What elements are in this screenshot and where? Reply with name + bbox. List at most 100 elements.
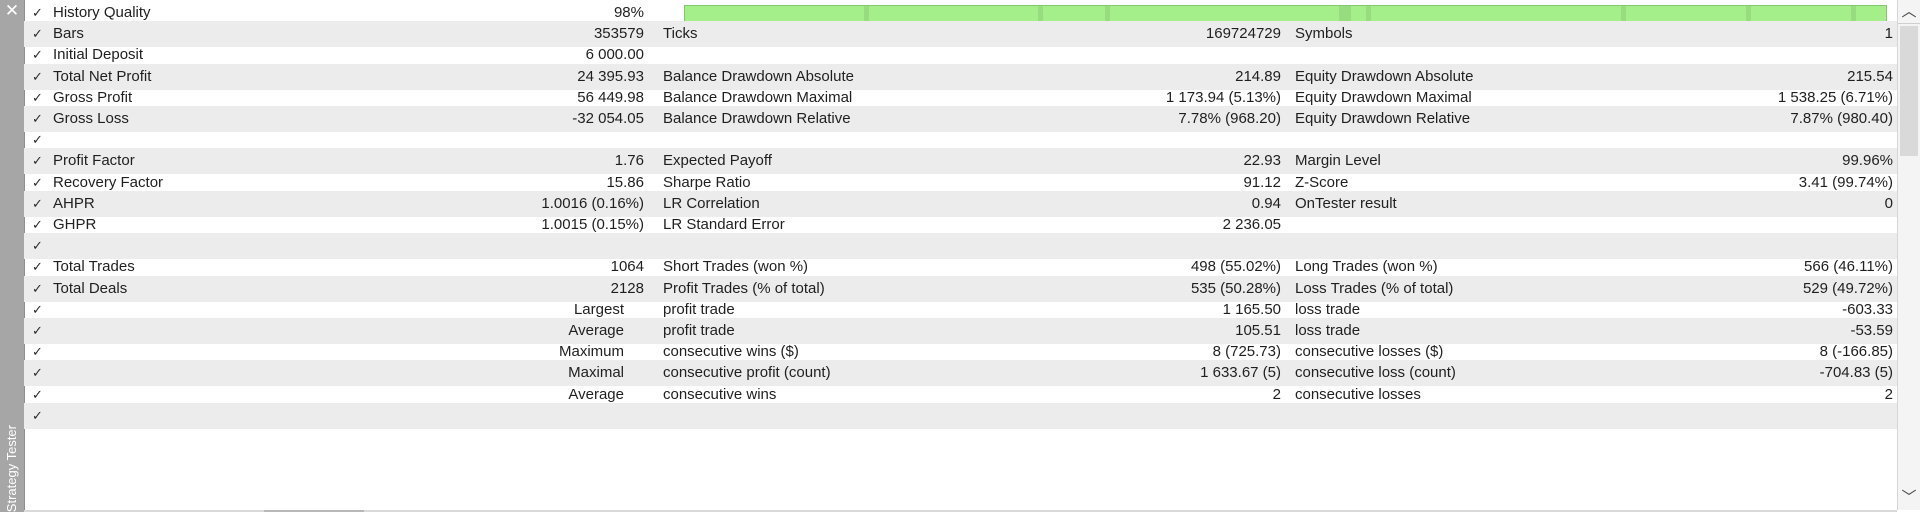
chevron-up-icon[interactable]: ︿	[1898, 0, 1920, 24]
report-row[interactable]: ✓	[24, 402, 1897, 429]
row-label-3: consecutive losses ($)	[1295, 343, 1444, 361]
row-value-2: 535 (50.28%)	[1190, 279, 1281, 297]
quality-bar-segment	[1038, 6, 1043, 25]
report-row[interactable]: ✓ Average profit trade 105.51 loss trade -53.…	[24, 318, 1897, 344]
tester-report: ✓ History Quality 98% ✓ Bars 353579 Ticks 16…	[24, 0, 1897, 510]
row-value-3: 529 (49.72%)	[1802, 279, 1893, 297]
row-value: 24 395.93	[577, 67, 644, 85]
history-quality-label: History Quality	[53, 4, 151, 21]
report-row[interactable]: ✓ Gross Profit 56 449.98 Balance Drawdown M…	[24, 85, 1897, 111]
row-value-2: 22.93	[1243, 152, 1281, 170]
report-row[interactable]: ✓ Profit Factor 1.76 Expected Payoff 22.93 Ma…	[24, 148, 1897, 175]
report-row[interactable]: ✓ Largest profit trade 1 165.50 loss trade -6…	[24, 297, 1897, 323]
check-icon: ✓	[32, 365, 43, 381]
side-panel-title-text: Strategy Tester	[4, 424, 19, 512]
row-value-3: -53.59	[1850, 322, 1893, 339]
row-label: Total Trades	[53, 258, 135, 276]
quality-bar-segment	[1105, 6, 1110, 25]
row-label-2: LR Correlation	[663, 194, 760, 212]
history-quality-bar-fill	[685, 6, 1862, 25]
row-value-3: -704.83 (5)	[1819, 364, 1893, 382]
report-row[interactable]: ✓ GHPR 1.0015 (0.15%) LR Standard Error 2 23…	[24, 212, 1897, 238]
report-row[interactable]: ✓ Bars 353579 Ticks 169724729 Symbols 1	[24, 21, 1897, 48]
side-panel-title: Strategy Tester	[3, 403, 21, 512]
report-row[interactable]: ✓ Total Net Profit 24 395.93 Balance Drawdo…	[24, 63, 1897, 90]
quality-bar-segment	[864, 6, 869, 25]
row-value-2: 8 (725.73)	[1212, 343, 1281, 361]
report-row[interactable]: ✓ Maximal consecutive profit (count) 1 633.…	[24, 360, 1897, 387]
check-icon: ✓	[32, 323, 43, 338]
row-label: Initial Deposit	[53, 46, 144, 64]
row-label: Total Net Profit	[53, 67, 152, 85]
check-icon: ✓	[32, 47, 43, 63]
history-quality-value: 98%	[613, 4, 644, 21]
check-icon: ✓	[32, 195, 43, 211]
report-row[interactable]: ✓ Initial Deposit 6 000.00	[24, 42, 1897, 68]
row-label-3: loss trade	[1295, 322, 1361, 339]
row-label-2: Short Trades (won %)	[663, 258, 809, 276]
row-label-3: Long Trades (won %)	[1295, 258, 1438, 276]
row-value-3: 0	[1884, 194, 1893, 212]
quality-bar-segment	[1851, 6, 1856, 25]
row-value-3: 1 538.25 (6.71%)	[1777, 88, 1893, 106]
row-label-2	[663, 403, 963, 429]
row-value-2: 1 173.94 (5.13%)	[1165, 88, 1281, 106]
report-row[interactable]: ✓ Maximum consecutive wins ($) 8 (725.73) co…	[24, 339, 1897, 365]
row-value-2: 1 165.50	[1222, 300, 1281, 318]
row-label-3: Symbols	[1295, 25, 1353, 43]
row-value-2: 2	[1272, 385, 1281, 403]
check-icon: ✓	[32, 386, 43, 402]
row-value: -32 054.05	[572, 110, 644, 127]
quality-bar-segment	[1746, 6, 1751, 25]
row-label-3: Margin Level	[1295, 152, 1381, 170]
check-icon: ✓	[32, 89, 43, 105]
quality-bar-segment	[1366, 6, 1371, 25]
check-icon: ✓	[32, 153, 43, 169]
row-value-3: 1	[1884, 25, 1893, 43]
row-label-2: Expected Payoff	[663, 152, 772, 170]
check-icon: ✓	[32, 344, 43, 360]
row-value-3: 2	[1884, 385, 1893, 403]
report-row[interactable]: ✓ Average consecutive wins 2 consecutive los…	[24, 382, 1897, 408]
row-value-2: 1 633.67 (5)	[1200, 364, 1281, 382]
row-label-2: Sharpe Ratio	[663, 173, 751, 191]
check-icon: ✓	[32, 5, 43, 20]
row-label: Recovery Factor	[53, 173, 164, 191]
chevron-down-icon[interactable]: ﹀	[1901, 489, 1917, 506]
row-value-2	[1004, 403, 1281, 429]
row-value-3: 215.54	[1847, 67, 1893, 85]
report-row[interactable]: ✓ Total Trades 1064 Short Trades (won %) 498…	[24, 254, 1897, 280]
report-row[interactable]: ✓ Recovery Factor 15.86 Sharpe Ratio 91.12 Z-…	[24, 170, 1897, 196]
row-label-2: consecutive wins	[663, 385, 777, 403]
row-label: Maximal	[568, 364, 624, 382]
row-value: 6 000.00	[585, 46, 644, 64]
row-value-2: 2 236.05	[1222, 216, 1281, 233]
row-label-3: consecutive losses	[1295, 385, 1421, 403]
row-label-3: OnTester result	[1295, 194, 1397, 212]
report-row[interactable]: ✓ Total Deals 2128 Profit Trades (% of tota…	[24, 275, 1897, 302]
check-icon: ✓	[32, 407, 43, 423]
row-value-2: 7.78% (968.20)	[1178, 110, 1281, 127]
row-value: 1.76	[614, 152, 644, 170]
row-label-2: profit trade	[663, 322, 735, 339]
check-icon: ✓	[32, 68, 43, 84]
row-label-3	[1295, 403, 1595, 429]
row-label-2: consecutive wins ($)	[663, 343, 799, 361]
report-row[interactable]: ✓ Gross Loss -32 054.05 Balance Drawdown Re…	[24, 106, 1897, 132]
report-row[interactable]: ✓	[24, 127, 1897, 153]
vertical-scrollbar[interactable]: ︿ ﹀	[1897, 0, 1920, 510]
check-icon: ✓	[32, 111, 43, 126]
row-label-2: profit trade	[663, 300, 735, 318]
row-label-3: consecutive loss (count)	[1295, 364, 1456, 382]
horizontal-scrollbar-thumb[interactable]	[264, 510, 364, 512]
horizontal-scrollbar[interactable]	[24, 510, 1897, 512]
row-value: 353579	[593, 25, 644, 43]
row-value-3: 8 (-166.85)	[1819, 343, 1893, 361]
report-row[interactable]: ✓ AHPR 1.0016 (0.16%) LR Correlation 0.94 OnT…	[24, 190, 1897, 217]
close-icon[interactable]: ✕	[4, 1, 20, 20]
row-label: Total Deals	[53, 279, 128, 297]
scrollbar-thumb[interactable]	[1900, 26, 1918, 156]
row-value-2: 91.12	[1243, 173, 1281, 191]
report-row[interactable]: ✓	[24, 233, 1897, 260]
check-icon: ✓	[32, 280, 43, 296]
